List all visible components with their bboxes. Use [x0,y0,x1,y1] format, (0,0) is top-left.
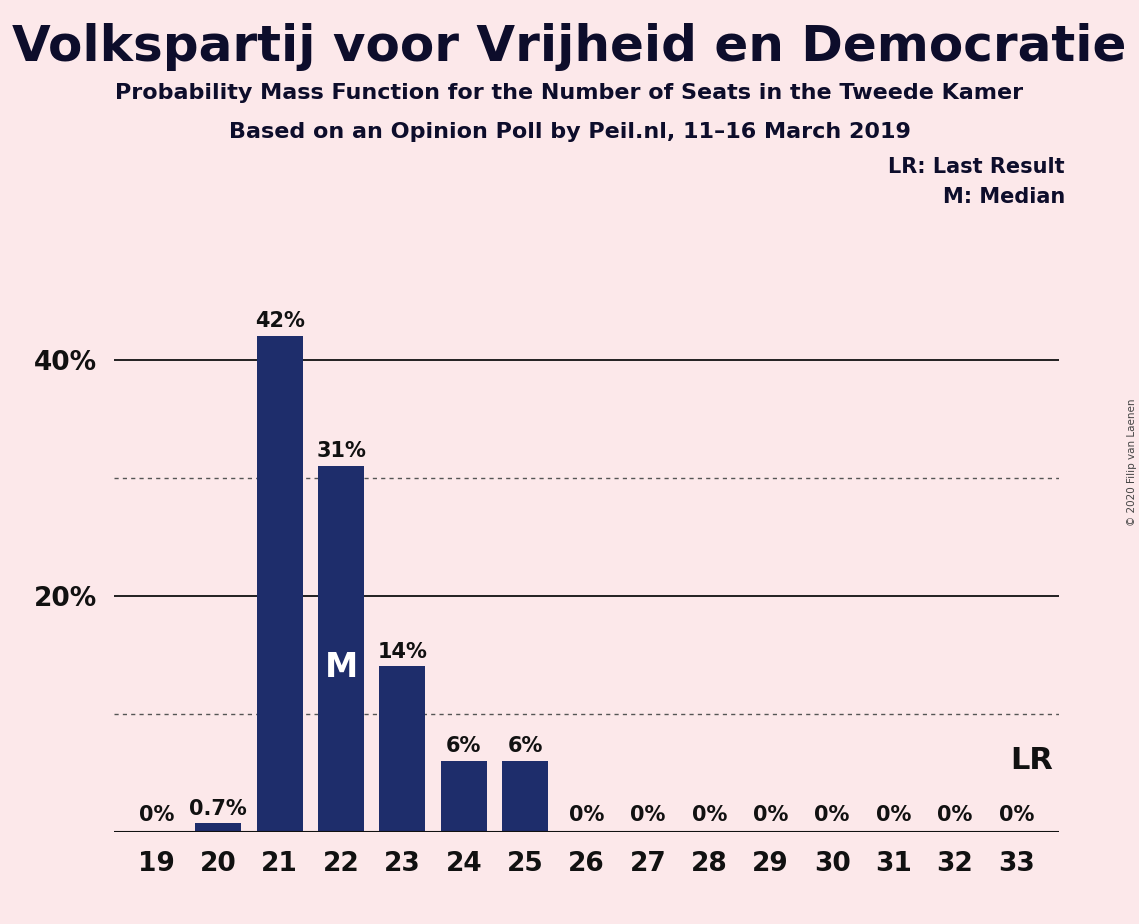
Text: M: M [325,650,358,684]
Bar [441,760,486,832]
Text: 0%: 0% [139,805,174,824]
Bar [379,666,426,832]
Text: © 2020 Filip van Laenen: © 2020 Filip van Laenen [1126,398,1137,526]
Text: 0%: 0% [814,805,850,824]
Bar [318,466,364,832]
Text: LR: Last Result: LR: Last Result [888,157,1065,177]
Bar [256,336,303,832]
Text: 0.7%: 0.7% [189,798,247,819]
Bar [502,760,548,832]
Text: 42%: 42% [255,311,304,332]
Text: 0%: 0% [691,805,727,824]
Text: 31%: 31% [317,442,366,461]
Text: 6%: 6% [508,736,543,756]
Text: 14%: 14% [377,642,427,662]
Text: LR: LR [1010,747,1054,775]
Text: Based on an Opinion Poll by Peil.nl, 11–16 March 2019: Based on an Opinion Poll by Peil.nl, 11–… [229,122,910,142]
Text: 0%: 0% [630,805,665,824]
Text: 6%: 6% [446,736,482,756]
Text: 0%: 0% [999,805,1034,824]
Text: 0%: 0% [876,805,911,824]
Text: M: Median: M: Median [943,187,1065,207]
Bar [195,823,241,832]
Text: 0%: 0% [753,805,788,824]
Text: Volkspartij voor Vrijheid en Democratie: Volkspartij voor Vrijheid en Democratie [13,23,1126,71]
Text: 0%: 0% [937,805,973,824]
Text: Probability Mass Function for the Number of Seats in the Tweede Kamer: Probability Mass Function for the Number… [115,83,1024,103]
Text: 0%: 0% [568,805,605,824]
